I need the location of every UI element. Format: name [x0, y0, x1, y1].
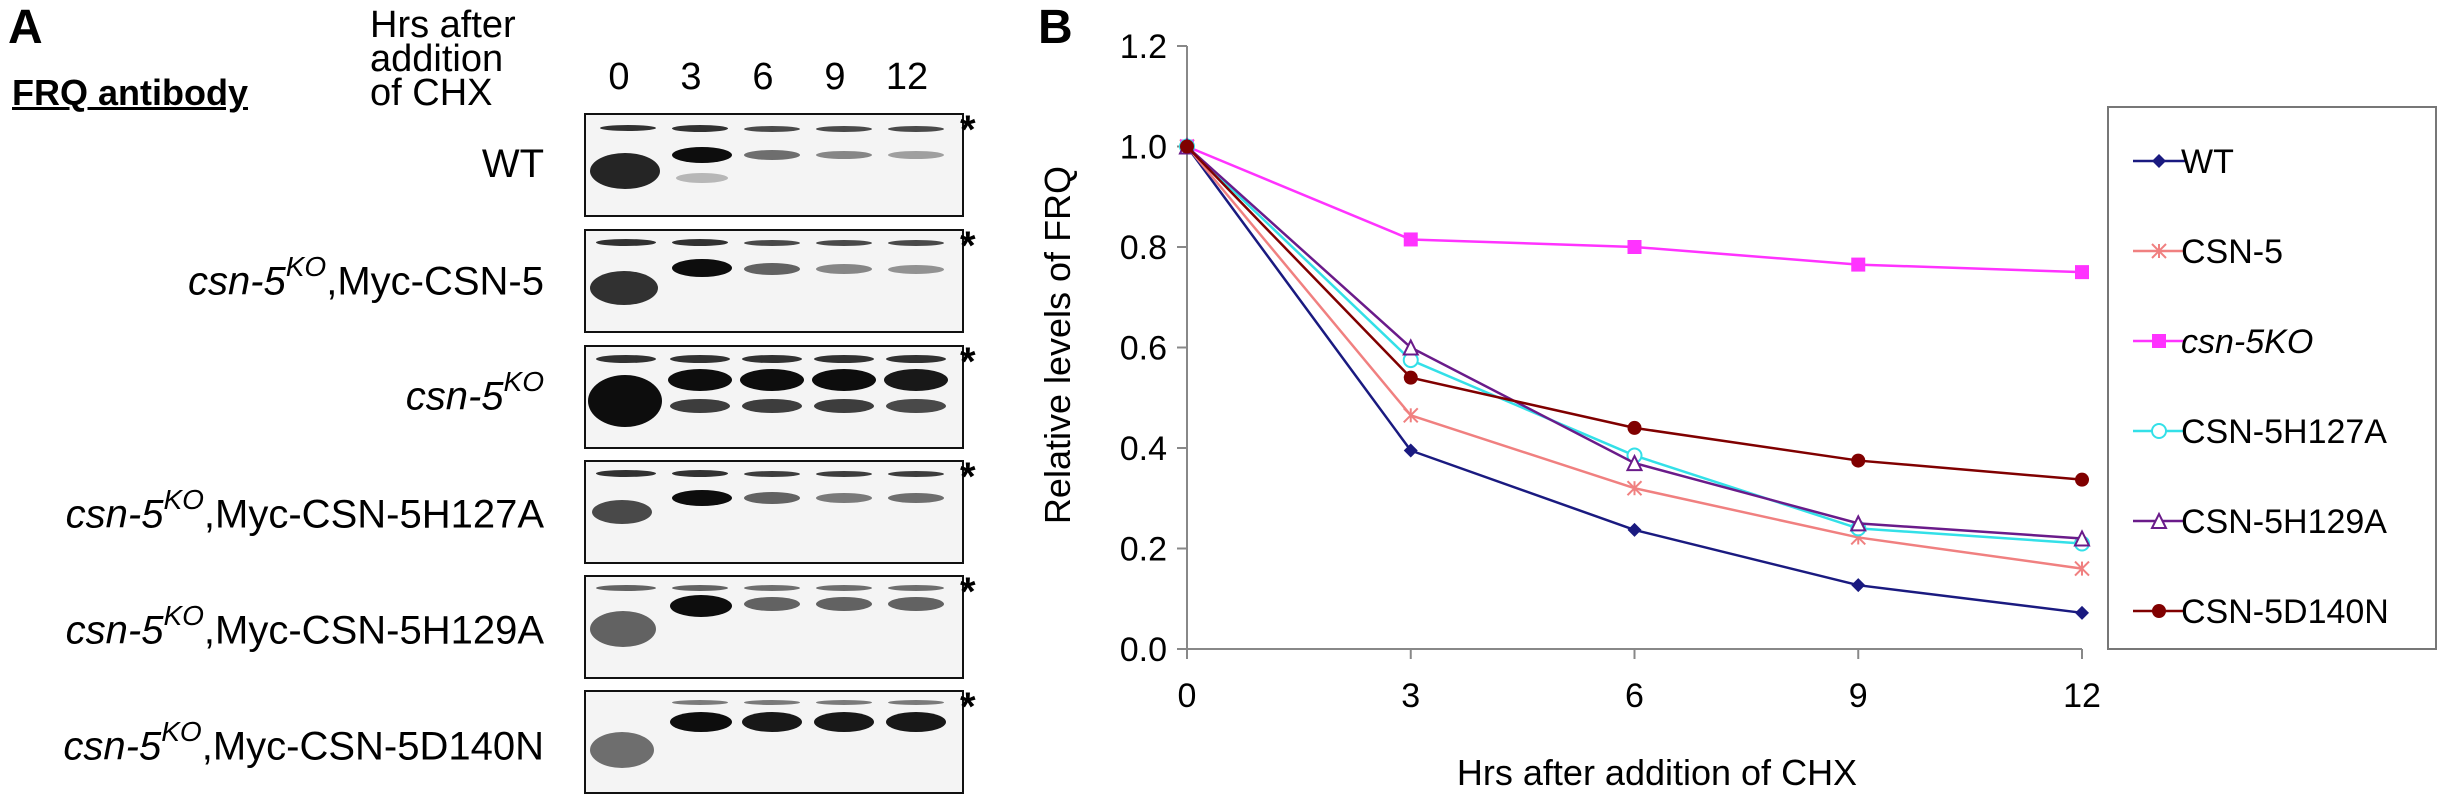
- data-point: [1403, 232, 1418, 247]
- data-point: [1851, 578, 1866, 593]
- lane-label-0: 0: [608, 56, 630, 98]
- x-tick-label: 0: [1178, 677, 1197, 715]
- time-header-line2: addition: [370, 38, 504, 80]
- panel-a-letter: A: [8, 1, 43, 54]
- row-label-wt: WT: [481, 142, 544, 186]
- legend-swatch: [2133, 423, 2185, 439]
- y-tick-label: 0.4: [1120, 430, 1167, 468]
- legend-marker: [2152, 154, 2166, 168]
- series-WT: [1180, 139, 2089, 620]
- lane-label-6: 6: [752, 56, 774, 98]
- lane-label-9: 9: [824, 56, 846, 98]
- legend-label: CSN-5H129A: [2181, 503, 2387, 541]
- legend-item: CSN-5: [2109, 231, 2439, 271]
- legend-item: CSN-5H127A: [2109, 411, 2439, 451]
- y-tick-label: 0.0: [1120, 631, 1167, 669]
- row-label-csn5ko: csn-5KO: [405, 366, 544, 419]
- blot-csn5ko: [584, 345, 964, 449]
- blot-wt: [584, 113, 964, 217]
- panel-b-letter: B: [1038, 1, 1073, 54]
- row-label-d140n: csn-5KO,Myc-CSN-5D140N: [63, 716, 544, 769]
- data-point: [2075, 605, 2089, 620]
- legend-swatch: [2133, 154, 2185, 168]
- legend-swatch: [2133, 604, 2185, 618]
- legend-swatch: [2133, 511, 2185, 529]
- legend-label: CSN-5D140N: [2181, 593, 2389, 631]
- legend-item: WT: [2109, 141, 2439, 181]
- series-CSN-5: [1179, 138, 2090, 577]
- y-tick-label: 0.2: [1120, 531, 1167, 569]
- blot-h127a: [584, 460, 964, 564]
- legend-marker: [2152, 334, 2166, 348]
- asterisk-csn5-myc: *: [960, 224, 976, 268]
- data-point: [1625, 453, 1644, 472]
- series-CSN-5D140N: [1180, 139, 2089, 487]
- x-tick-label: 9: [1849, 677, 1868, 715]
- row-label-csn5-myc: csn-5KO,Myc-CSN-5: [187, 251, 544, 304]
- time-header-line3: of CHX: [370, 72, 493, 114]
- legend-label: CSN-5: [2181, 233, 2284, 271]
- y-tick-label: 0.8: [1120, 229, 1167, 267]
- asterisk-wt: *: [960, 108, 976, 152]
- antibody-label: FRQ antibody: [12, 72, 248, 113]
- lane-label-12: 12: [885, 56, 929, 98]
- data-point: [1626, 480, 1643, 496]
- data-point: [2075, 265, 2089, 280]
- series-line: [1185, 145, 2083, 615]
- legend-item: CSN-5D140N: [2109, 591, 2439, 631]
- data-point: [1851, 453, 1866, 468]
- legend-label: WT: [2181, 143, 2234, 181]
- legend-marker: [2150, 511, 2168, 529]
- x-tick-label: 12: [2063, 677, 2101, 715]
- row-label-h129a: csn-5KO,Myc-CSN-5H129A: [65, 600, 544, 653]
- legend-marker: [2152, 604, 2166, 618]
- asterisk-d140n: *: [960, 685, 976, 729]
- asterisk-h129a: *: [960, 570, 976, 614]
- x-axis-label: Hrs after addition of CHX: [1457, 752, 1857, 793]
- legend-item: csn-5KO: [2109, 321, 2439, 361]
- data-point: [1180, 139, 1194, 154]
- time-header-line1: Hrs after: [370, 4, 516, 46]
- data-point: [1402, 338, 1420, 356]
- chart-legend: WT CSN-5 csn-5KO CSN-5H127A CSN-5H129A CSN-5D…: [2107, 106, 2437, 650]
- series-line: [1186, 145, 2083, 570]
- asterisk-h127a: *: [960, 455, 976, 499]
- legend-swatch: [2133, 243, 2185, 259]
- x-tick-label: 6: [1625, 677, 1644, 715]
- legend-marker: [2151, 243, 2167, 259]
- data-point: [1403, 370, 1418, 385]
- y-axis-label: Relative levels of FRQ: [1037, 166, 1078, 524]
- y-tick-label: 1.0: [1120, 129, 1167, 167]
- legend-swatch: [2133, 334, 2185, 348]
- legend-label: csn-5KO: [2181, 323, 2314, 361]
- data-point: [2073, 529, 2091, 547]
- y-tick-label: 0.6: [1120, 330, 1167, 368]
- y-tick-label: 1.2: [1120, 28, 1167, 66]
- legend-marker: [2151, 423, 2167, 439]
- legend-item: CSN-5H129A: [2109, 501, 2439, 541]
- data-point: [1627, 420, 1642, 435]
- data-point: [1403, 407, 1419, 424]
- data-point: [2074, 560, 2090, 577]
- blot-d140n: [584, 690, 964, 794]
- data-point: [2075, 472, 2089, 487]
- series-line: [1186, 145, 2083, 540]
- x-tick-label: 3: [1401, 677, 1420, 715]
- series-csn-5KO: [1180, 139, 2089, 280]
- chart-axes: 0.0 0.2 0.4 0.6 0.8 1.0 1.2 0 3 6 9 12: [1120, 28, 2101, 715]
- legend-label: CSN-5H127A: [2181, 413, 2387, 451]
- row-label-h127a: csn-5KO,Myc-CSN-5H127A: [65, 484, 544, 537]
- blot-h129a: [584, 575, 964, 679]
- data-point: [1849, 514, 1867, 532]
- data-point: [1403, 443, 1418, 458]
- asterisk-csn5ko: *: [960, 340, 976, 384]
- blot-csn5-myc: [584, 229, 964, 333]
- lane-label-3: 3: [680, 56, 702, 98]
- chart-series: [1178, 137, 2091, 620]
- data-point: [1851, 257, 1866, 272]
- data-point: [1627, 522, 1642, 537]
- data-point: [1627, 240, 1642, 254]
